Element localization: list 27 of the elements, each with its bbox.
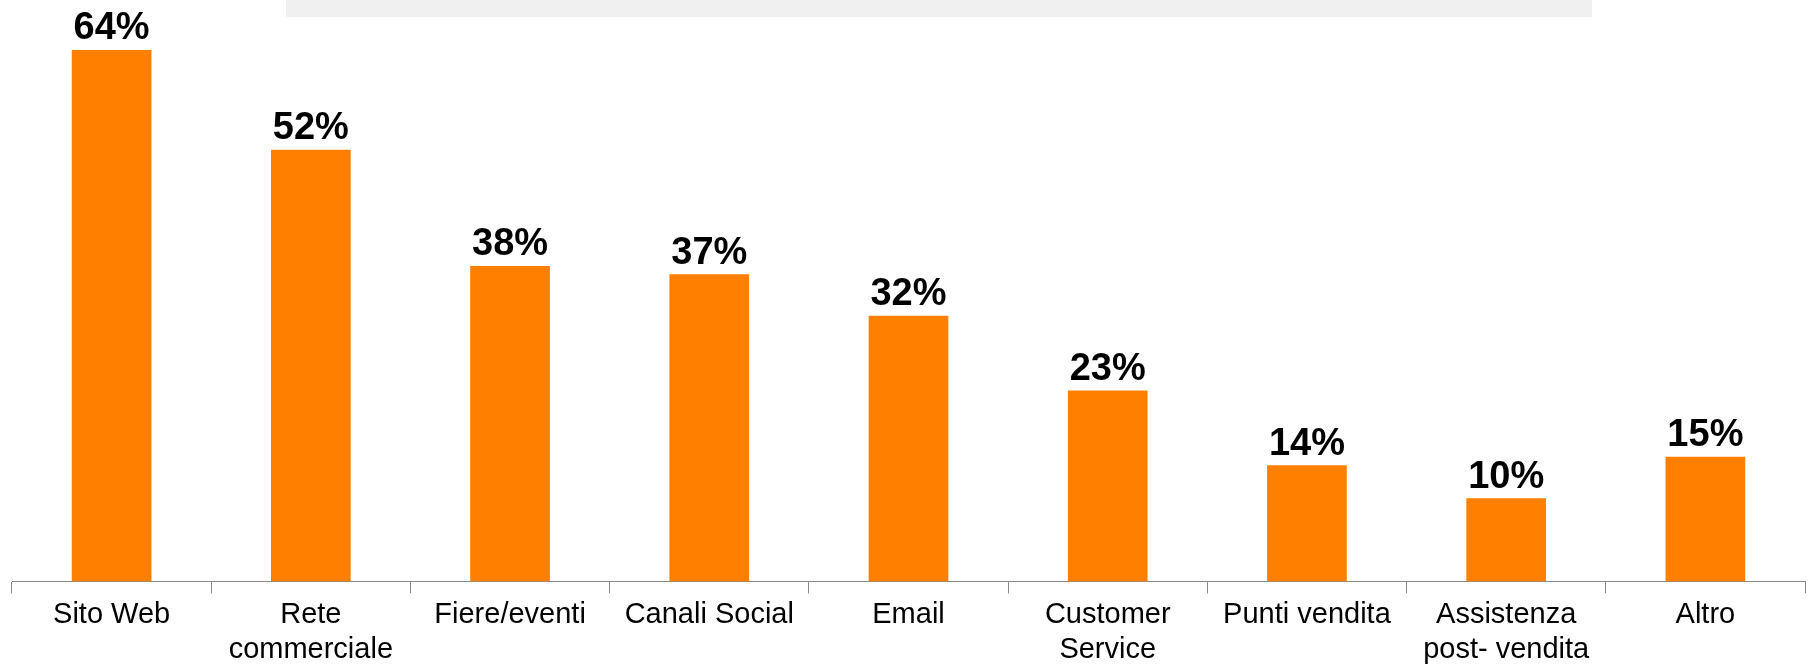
x-tick-label: Sito Web bbox=[53, 596, 171, 629]
data-label: 64% bbox=[73, 5, 150, 48]
data-label: 15% bbox=[1667, 412, 1744, 455]
data-label: 14% bbox=[1268, 420, 1345, 463]
bar bbox=[868, 315, 949, 582]
x-tick-label: Canali Social bbox=[624, 596, 794, 629]
x-tick-label: Altro bbox=[1675, 596, 1736, 629]
x-tick-label: Rete commerciale bbox=[228, 596, 394, 664]
bar bbox=[270, 149, 351, 582]
bar bbox=[1267, 465, 1347, 582]
bar bbox=[1466, 498, 1547, 582]
bar bbox=[1665, 456, 1746, 582]
data-label: 37% bbox=[671, 229, 748, 272]
x-tick-label: Email bbox=[872, 596, 945, 629]
data-label: 10% bbox=[1468, 453, 1545, 496]
data-label: 23% bbox=[1069, 345, 1146, 388]
bar bbox=[669, 274, 750, 582]
bar bbox=[71, 50, 152, 582]
data-label: 52% bbox=[272, 105, 349, 148]
x-tick-label: Punti vendita bbox=[1223, 596, 1392, 629]
x-tick-label: Assistenza post- vendita bbox=[1423, 596, 1591, 664]
bar bbox=[1067, 390, 1148, 582]
data-label: 32% bbox=[870, 271, 947, 314]
bar bbox=[470, 265, 550, 582]
x-tick-label: Customer Service bbox=[1044, 596, 1171, 664]
data-label: 38% bbox=[472, 221, 549, 264]
x-tick-label: Fiere/eventi bbox=[434, 596, 586, 629]
